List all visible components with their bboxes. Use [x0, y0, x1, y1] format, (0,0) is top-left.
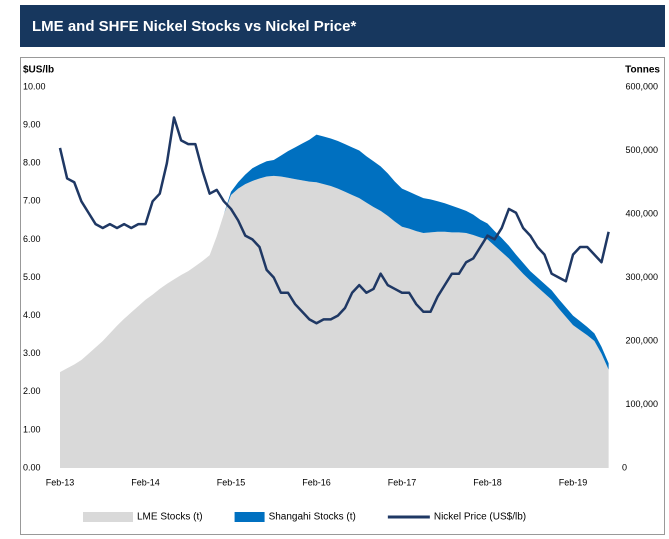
chart-title: LME and SHFE Nickel Stocks vs Nickel Pri…: [32, 18, 356, 35]
area: [60, 175, 609, 468]
y2-tick-label: 400,000: [625, 208, 658, 218]
y2-tick-label: 300,000: [625, 272, 658, 282]
y2-tick-label: 200,000: [625, 335, 658, 345]
y2-tick-label: 600,000: [625, 81, 658, 91]
legend-label: Nickel Price (US$/lb): [434, 512, 526, 523]
line: [58, 116, 610, 325]
y-tick-label: 1.00: [23, 424, 41, 434]
y-tick-label: 4.00: [23, 310, 41, 320]
x-tick-label: Feb-14: [131, 477, 160, 487]
chart-frame: [20, 57, 665, 535]
y2-tick-label: 100,000: [625, 399, 658, 409]
y-tick-label: 8.00: [23, 158, 41, 168]
x-tick-label: Feb-19: [559, 477, 588, 487]
x-tick-label: Feb-15: [217, 477, 246, 487]
legend-label: LME Stocks (t): [137, 512, 203, 523]
y-axis-label: $US/lb: [23, 65, 54, 76]
y-tick-label: 10.00: [23, 81, 46, 91]
legend-swatch: [83, 512, 133, 522]
y-tick-label: 7.00: [23, 196, 41, 206]
y-tick-label: 0.00: [23, 462, 41, 472]
y-tick-label: 2.00: [23, 386, 41, 396]
x-tick-label: Feb-17: [388, 477, 417, 487]
x-tick-label: Feb-16: [302, 477, 331, 487]
area: [60, 134, 609, 373]
y-tick-label: 5.00: [23, 272, 41, 282]
y-tick-label: 6.00: [23, 234, 41, 244]
y2-tick-label: 0: [622, 462, 627, 472]
y2-tick-label: 500,000: [625, 145, 658, 155]
legend-swatch: [234, 512, 265, 522]
y2-axis-label: Tonnes: [625, 65, 660, 76]
legend-label: Shangahi Stocks (t): [269, 512, 356, 523]
x-tick-label: Feb-18: [473, 477, 502, 487]
title-bar: [20, 5, 665, 47]
x-tick-label: Feb-13: [46, 477, 75, 487]
y-tick-label: 3.00: [23, 348, 41, 358]
y-tick-label: 9.00: [23, 119, 41, 129]
